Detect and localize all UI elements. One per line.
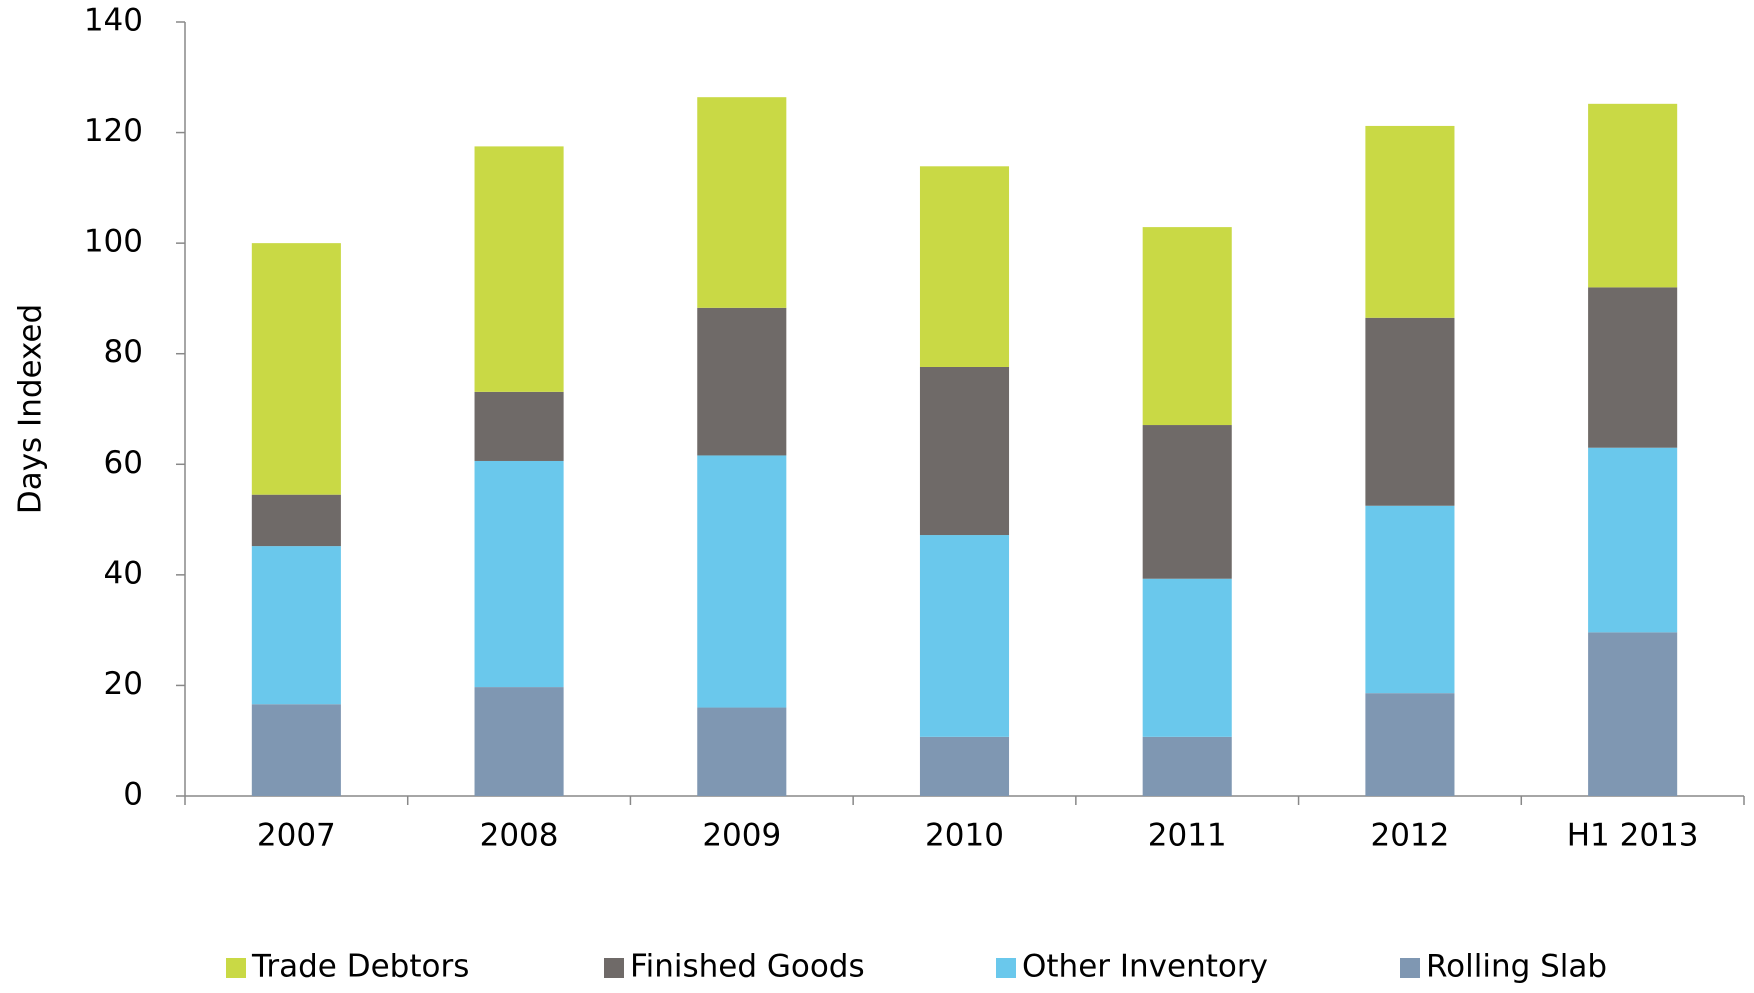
bar-segment <box>474 146 564 392</box>
bar-segment <box>251 243 341 495</box>
y-tick-label: 20 <box>104 666 143 702</box>
x-tick-label: 2008 <box>480 818 559 854</box>
x-tick-label: 2011 <box>1148 818 1227 854</box>
x-tick-label: 2010 <box>925 818 1004 854</box>
y-tick-label: 40 <box>104 555 143 591</box>
bar-segment <box>1142 736 1232 796</box>
y-axis-label: Days Indexed <box>13 304 49 514</box>
bar-segment <box>474 460 564 688</box>
y-tick-label: 100 <box>84 224 143 260</box>
bar-segment <box>919 535 1010 737</box>
x-tick-label: 2007 <box>257 818 336 854</box>
y-tick-label: 60 <box>104 445 143 481</box>
bar-segment <box>919 166 1010 367</box>
legend-label: Rolling Slab <box>1426 949 1607 985</box>
bar-segment <box>1365 693 1455 796</box>
bar-segment <box>1588 103 1678 288</box>
bar-segment <box>251 546 341 705</box>
bar-segment <box>474 687 564 796</box>
y-tick-label: 120 <box>84 113 143 149</box>
legend-label: Trade Debtors <box>251 949 469 985</box>
bar-segment <box>1142 227 1232 426</box>
bar-segment <box>474 391 564 461</box>
bar-segment <box>919 736 1010 796</box>
bar-segment <box>1142 425 1232 579</box>
bar-segment <box>697 707 787 796</box>
bar-segment <box>919 366 1010 536</box>
y-tick-label: 140 <box>84 3 143 39</box>
bar-segment <box>697 97 787 308</box>
bar-segment <box>1588 447 1678 633</box>
bar-segment <box>1365 505 1455 694</box>
legend-swatch <box>1400 958 1420 978</box>
legend-label: Finished Goods <box>630 949 865 985</box>
x-tick-label: 2012 <box>1370 818 1449 854</box>
bar-segment <box>1142 578 1232 737</box>
legend-swatch <box>604 958 624 978</box>
y-tick-label: 80 <box>104 334 143 370</box>
legend-label: Other Inventory <box>1022 949 1268 985</box>
x-tick-label: H1 2013 <box>1567 818 1699 854</box>
bar-segment <box>697 307 787 456</box>
legend-swatch <box>996 958 1016 978</box>
bar-segment <box>251 704 341 796</box>
bar-segment <box>1365 125 1455 318</box>
bar-segment <box>1365 317 1455 506</box>
bar-segment <box>697 455 787 708</box>
bar-segment <box>251 494 341 547</box>
bar-segment <box>1588 632 1678 796</box>
y-tick-label: 0 <box>123 777 143 813</box>
bar-segment <box>1588 287 1678 448</box>
legend-swatch <box>226 958 246 978</box>
x-tick-label: 2009 <box>702 818 781 854</box>
